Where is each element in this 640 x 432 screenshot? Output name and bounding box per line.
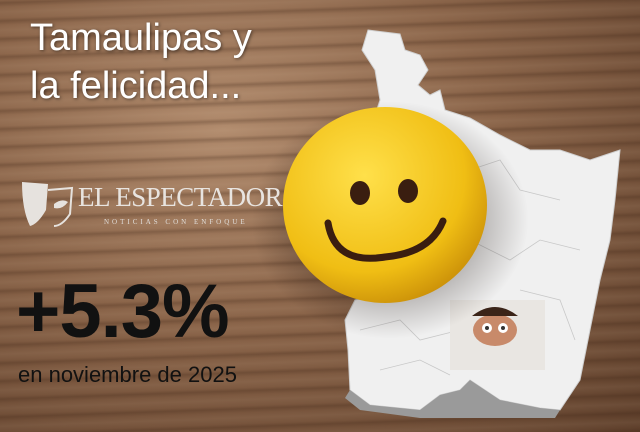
logo-name: EL ESPECTADOR xyxy=(78,182,283,212)
el-espectador-logo: EL ESPECTADOR NOTICIAS CON ENFOQUE xyxy=(18,180,283,232)
logo-tagline: NOTICIAS CON ENFOQUE xyxy=(104,218,248,226)
theater-mask-icon xyxy=(22,182,74,227)
headline-line-2: la felicidad... xyxy=(30,65,242,107)
stat-value: +5.3% xyxy=(16,269,230,354)
headline-line-1: Tamaulipas y xyxy=(30,17,252,59)
smiley-face-icon xyxy=(283,107,487,303)
stat-caption: en noviembre de 2025 xyxy=(18,362,237,387)
headline: Tamaulipas y la felicidad... xyxy=(30,14,252,110)
